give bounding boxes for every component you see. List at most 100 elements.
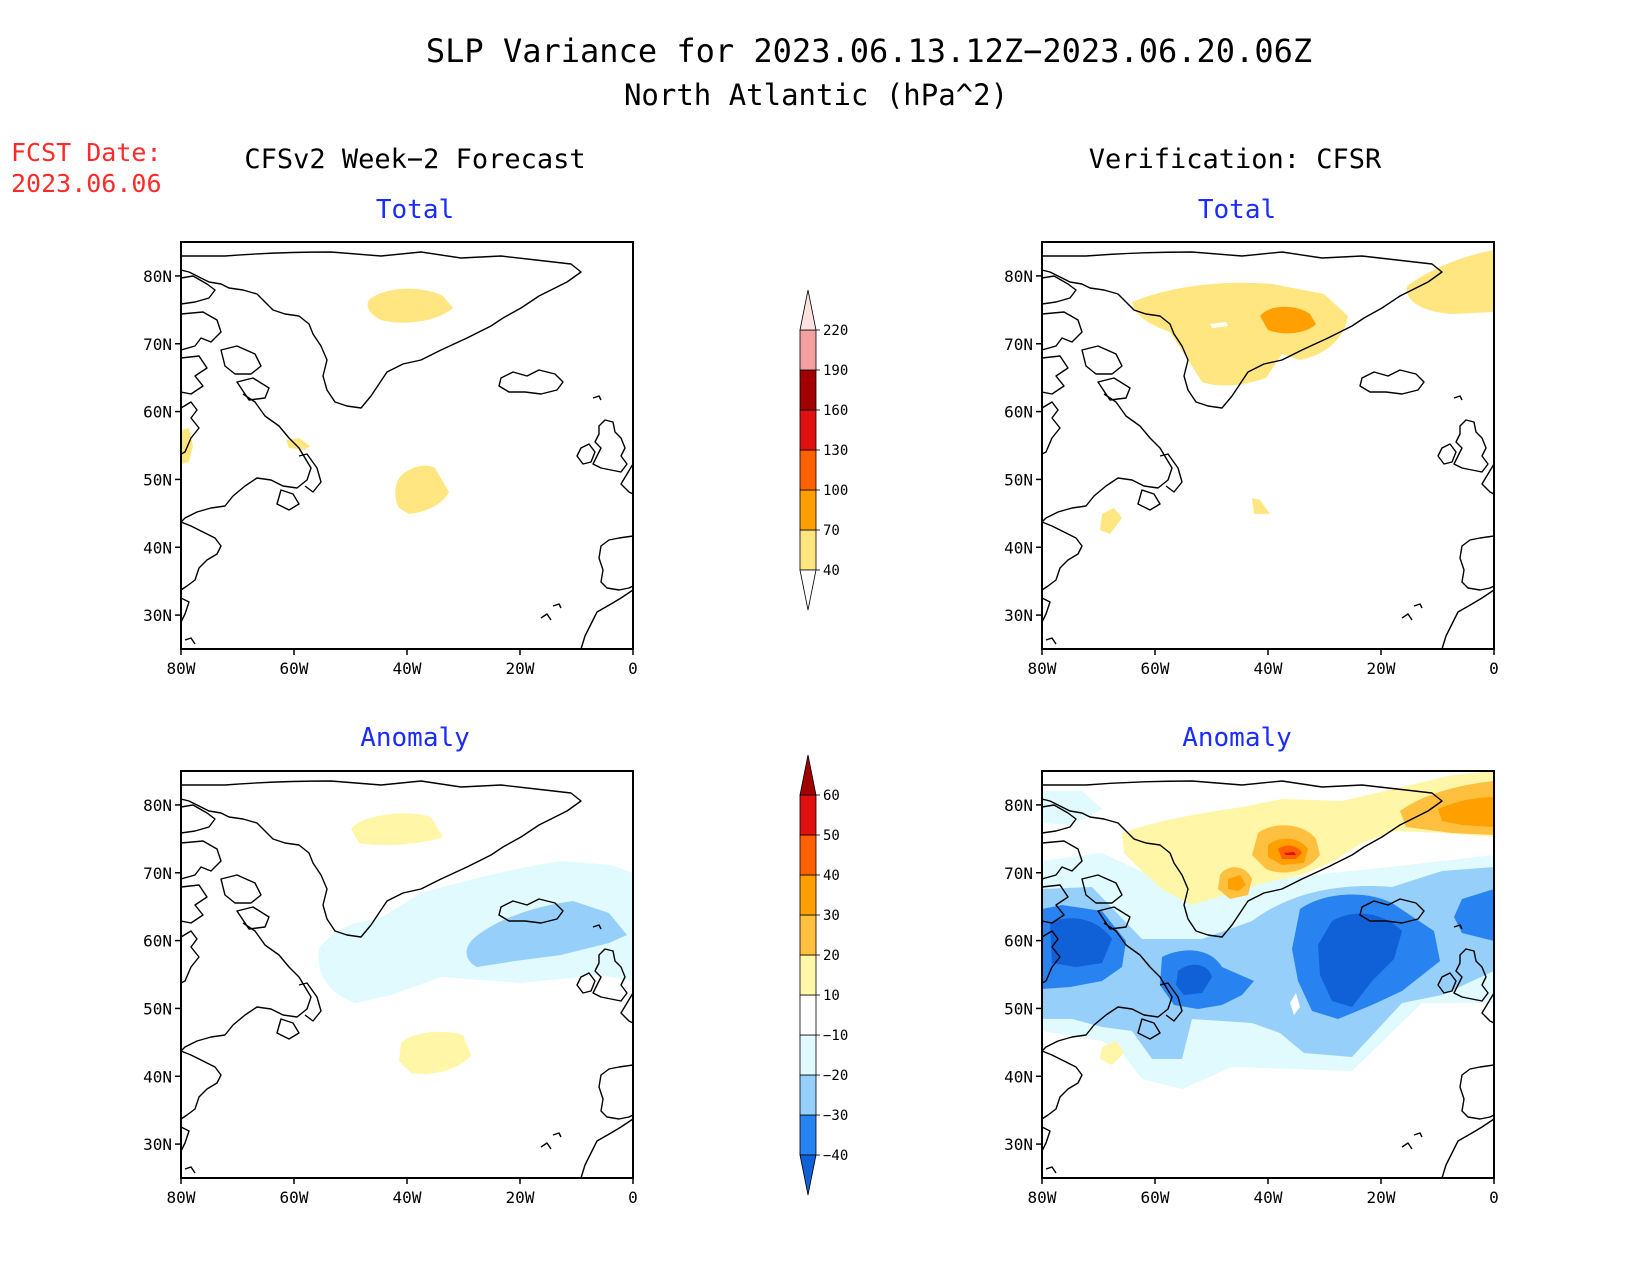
axes-layer: 30N 40N 50N 60N 70N 80N 80W 60W 40W 20W 0 30N 40N 50N… xyxy=(143,267,1499,1207)
lat-tick-label: 70N xyxy=(143,335,172,354)
colorbar-label: −10 xyxy=(823,1028,848,1044)
shade-minus-20 xyxy=(466,901,627,967)
colorbar-box xyxy=(799,1034,817,1076)
lat-tick-label: 60N xyxy=(1004,403,1033,422)
lat-tick-label: 40N xyxy=(1004,1067,1033,1086)
lat-tick-label: 80N xyxy=(143,796,172,815)
lon-tick-label: 40W xyxy=(1254,1188,1283,1207)
colorbar-label: 10 xyxy=(823,988,840,1004)
colorbar-label: −40 xyxy=(823,1148,848,1164)
shade-minus-10 xyxy=(318,861,633,1003)
shade-minus-40 xyxy=(1318,913,1402,1007)
colorbar-anomaly: −40 −30 −20 −10 10 20 30 40 50 60 xyxy=(799,754,848,1196)
colorbar-label: 190 xyxy=(823,363,848,379)
shade-minus-10 xyxy=(1042,791,1102,825)
colorbar-box xyxy=(799,954,817,996)
shade-40 xyxy=(1278,845,1302,859)
lat-tick-label: 30N xyxy=(143,606,172,625)
colorbar-label: 160 xyxy=(823,403,848,419)
shade-40 xyxy=(1406,250,1494,314)
colorbar-total: 40 70 100 130 160 190 220 xyxy=(799,289,848,611)
shade-50 xyxy=(1284,852,1296,855)
colorbar-label: 100 xyxy=(823,483,848,499)
panel-subtitle-verification-total: Total xyxy=(1198,195,1276,225)
lon-tick-label: 0 xyxy=(1489,1188,1499,1207)
colorbar-bottom-arrow xyxy=(799,1154,817,1196)
shade-30 xyxy=(1228,875,1246,891)
shade-minus-40 xyxy=(1050,918,1112,967)
lat-tick-label: 50N xyxy=(143,470,172,489)
lat-tick-label: 70N xyxy=(1004,335,1033,354)
lat-tick-label: 50N xyxy=(1004,470,1033,489)
lon-tick-label: 20W xyxy=(506,659,535,678)
lat-tick-label: 60N xyxy=(143,932,172,951)
lon-tick-label: 60W xyxy=(280,1188,309,1207)
colorbar-label: −30 xyxy=(823,1108,848,1124)
shading-forecast-total xyxy=(181,288,453,514)
lon-tick-label: 80W xyxy=(1028,1188,1057,1207)
column-title-verification: Verification: CFSR xyxy=(1089,144,1382,175)
panel-subtitle-forecast-total: Total xyxy=(376,195,454,225)
colorbar-label: −20 xyxy=(823,1068,848,1084)
lat-tick-label: 30N xyxy=(1004,1135,1033,1154)
map-panel-verification-anomaly xyxy=(1041,770,1495,1179)
colorbar-top-arrow xyxy=(799,754,817,796)
colorbar-label: 130 xyxy=(823,443,848,459)
lat-tick-label: 40N xyxy=(143,1067,172,1086)
lon-tick-label: 20W xyxy=(1367,1188,1396,1207)
lon-tick-label: 20W xyxy=(506,1188,535,1207)
colorbar-box xyxy=(799,409,817,451)
lon-tick-label: 0 xyxy=(628,659,638,678)
shade-40 xyxy=(1252,498,1270,514)
colorbar-bottom-arrow xyxy=(799,569,817,611)
shade-white-gap xyxy=(1290,993,1300,1015)
lon-tick-label: 80W xyxy=(1028,659,1057,678)
lon-tick-label: 80W xyxy=(167,1188,196,1207)
colorbar-label: 70 xyxy=(823,523,840,539)
shade-40 xyxy=(286,438,310,450)
lon-tick-label: 40W xyxy=(1254,659,1283,678)
shade-minus-40 xyxy=(1176,964,1212,995)
colorbar-box xyxy=(799,1114,817,1156)
shade-70 xyxy=(1260,306,1316,334)
shade-white-gap xyxy=(1210,322,1228,328)
lon-tick-label: 80W xyxy=(167,659,196,678)
lon-tick-label: 60W xyxy=(280,659,309,678)
shading-verification-anomaly xyxy=(1042,771,1494,1089)
lat-tick-label: 40N xyxy=(143,538,172,557)
map-panel-forecast-total xyxy=(180,241,634,650)
shade-40 xyxy=(1100,508,1122,534)
colorbar-box xyxy=(799,489,817,531)
colorbar-label: 30 xyxy=(823,908,840,924)
fcst-date-label: FCST Date: xyxy=(11,138,162,167)
colorbar-box xyxy=(799,834,817,876)
lon-tick-label: 40W xyxy=(393,659,422,678)
lat-tick-label: 80N xyxy=(1004,796,1033,815)
map-panel-forecast-anomaly xyxy=(180,770,634,1179)
lon-tick-label: 0 xyxy=(628,1188,638,1207)
colorbar-box xyxy=(799,874,817,916)
map-panel-verification-total xyxy=(1041,241,1495,650)
colorbar-label: 220 xyxy=(823,323,848,339)
panel-subtitle-forecast-anomaly: Anomaly xyxy=(360,723,470,753)
shade-40 xyxy=(1132,282,1348,386)
lat-tick-label: 80N xyxy=(1004,267,1033,286)
colorbar-box xyxy=(799,329,817,371)
lon-tick-label: 40W xyxy=(393,1188,422,1207)
shade-10 xyxy=(1100,1041,1124,1065)
lat-tick-label: 30N xyxy=(143,1135,172,1154)
lon-tick-label: 20W xyxy=(1367,659,1396,678)
lat-tick-label: 40N xyxy=(1004,538,1033,557)
lat-tick-label: 60N xyxy=(143,403,172,422)
main-subtitle: North Atlantic (hPa^2) xyxy=(624,78,1008,112)
lon-tick-label: 60W xyxy=(1141,1188,1170,1207)
lon-tick-label: 0 xyxy=(1489,659,1499,678)
shade-10 xyxy=(399,1031,471,1075)
panel-subtitle-verification-anomaly: Anomaly xyxy=(1182,723,1292,753)
shade-30 xyxy=(1438,797,1494,827)
shade-40 xyxy=(367,288,453,323)
lat-tick-label: 80N xyxy=(143,267,172,286)
shade-40 xyxy=(395,465,449,514)
colorbar-label: 60 xyxy=(823,788,840,804)
